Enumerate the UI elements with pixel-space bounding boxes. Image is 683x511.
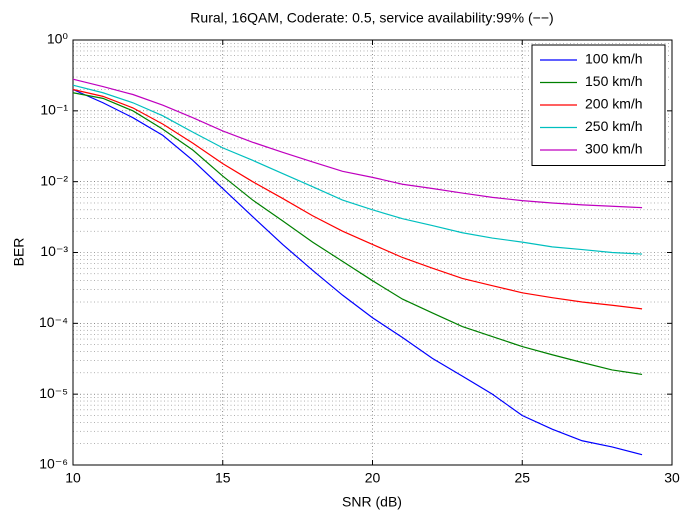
y-tick-label: 10⁻¹: [40, 102, 68, 118]
legend-label: 100 km/h: [585, 51, 643, 67]
y-tick-label: 10⁻³: [40, 243, 68, 259]
plot-frame: [72, 39, 673, 466]
y-tick-label: 10⁻²: [40, 172, 68, 188]
x-tick-label: 25: [514, 470, 530, 486]
legend-label: 250 km/h: [585, 118, 643, 134]
y-tick-label: 10⁻⁶: [39, 456, 68, 472]
y-axis-label: BER: [11, 238, 27, 267]
y-tick-label: 10⁻⁵: [39, 385, 68, 401]
y-tick-label: 10⁻⁴: [39, 314, 68, 330]
line-series: [72, 88, 643, 310]
line-series: [72, 84, 643, 255]
x-tick-label: 30: [664, 470, 680, 486]
line-series: [72, 88, 643, 456]
legend-label: 150 km/h: [585, 73, 643, 89]
x-tick-label: 10: [65, 470, 81, 486]
x-tick-label: 15: [215, 470, 231, 486]
line-series: [72, 92, 643, 376]
y-tick-label: 10⁰: [47, 31, 69, 47]
x-axis-label: SNR (dB): [342, 494, 402, 510]
line-series: [72, 78, 643, 209]
chart-title: Rural, 16QAM, Coderate: 0.5, service ava…: [190, 10, 553, 26]
legend-label: 300 km/h: [585, 141, 643, 157]
x-tick-label: 20: [365, 470, 381, 486]
legend-box: [531, 44, 666, 166]
legend-label: 200 km/h: [585, 96, 643, 112]
